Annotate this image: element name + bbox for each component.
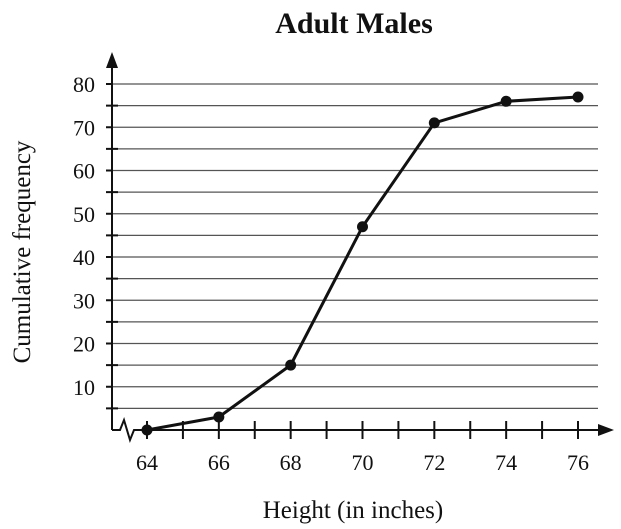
x-tick-label: 66 — [208, 450, 230, 475]
x-axis — [112, 416, 600, 444]
x-tick-labels: 64 66 68 70 72 74 76 — [136, 450, 589, 475]
y-tick-label: 60 — [73, 159, 95, 184]
series-line — [146, 95, 579, 432]
x-tick-label: 74 — [495, 450, 517, 475]
gridlines — [112, 83, 598, 410]
data-point — [357, 221, 368, 233]
x-tick-label: 76 — [567, 450, 589, 475]
chart-title: Adult Males — [275, 7, 433, 40]
data-point — [141, 424, 153, 436]
data-point — [285, 359, 297, 371]
y-tick-label: 50 — [73, 202, 95, 227]
axes — [106, 52, 614, 444]
data-point — [213, 411, 225, 423]
y-tick-label: 30 — [73, 288, 95, 313]
series-layer — [141, 91, 584, 436]
axis-ticks — [106, 83, 579, 439]
x-tick-label: 68 — [280, 450, 302, 475]
y-tick-labels: 10 20 30 40 50 60 70 80 — [73, 72, 95, 400]
data-point — [428, 117, 440, 129]
y-tick-label: 40 — [73, 245, 95, 270]
y-tick-label: 20 — [73, 332, 95, 357]
x-axis-label: Height (in inches) — [263, 497, 444, 524]
data-point — [572, 91, 584, 103]
y-tick-label: 80 — [73, 72, 95, 97]
x-tick-label: 64 — [136, 450, 158, 475]
y-axis-arrow-icon — [106, 52, 118, 68]
x-tick-label: 70 — [352, 450, 374, 475]
x-axis-arrow-icon — [598, 424, 614, 436]
x-tick-label: 72 — [423, 450, 445, 475]
y-tick-label: 10 — [73, 375, 95, 400]
data-point — [500, 95, 512, 107]
y-tick-label: 70 — [73, 115, 95, 140]
y-axis-label: Cumulative frequency — [9, 140, 36, 363]
